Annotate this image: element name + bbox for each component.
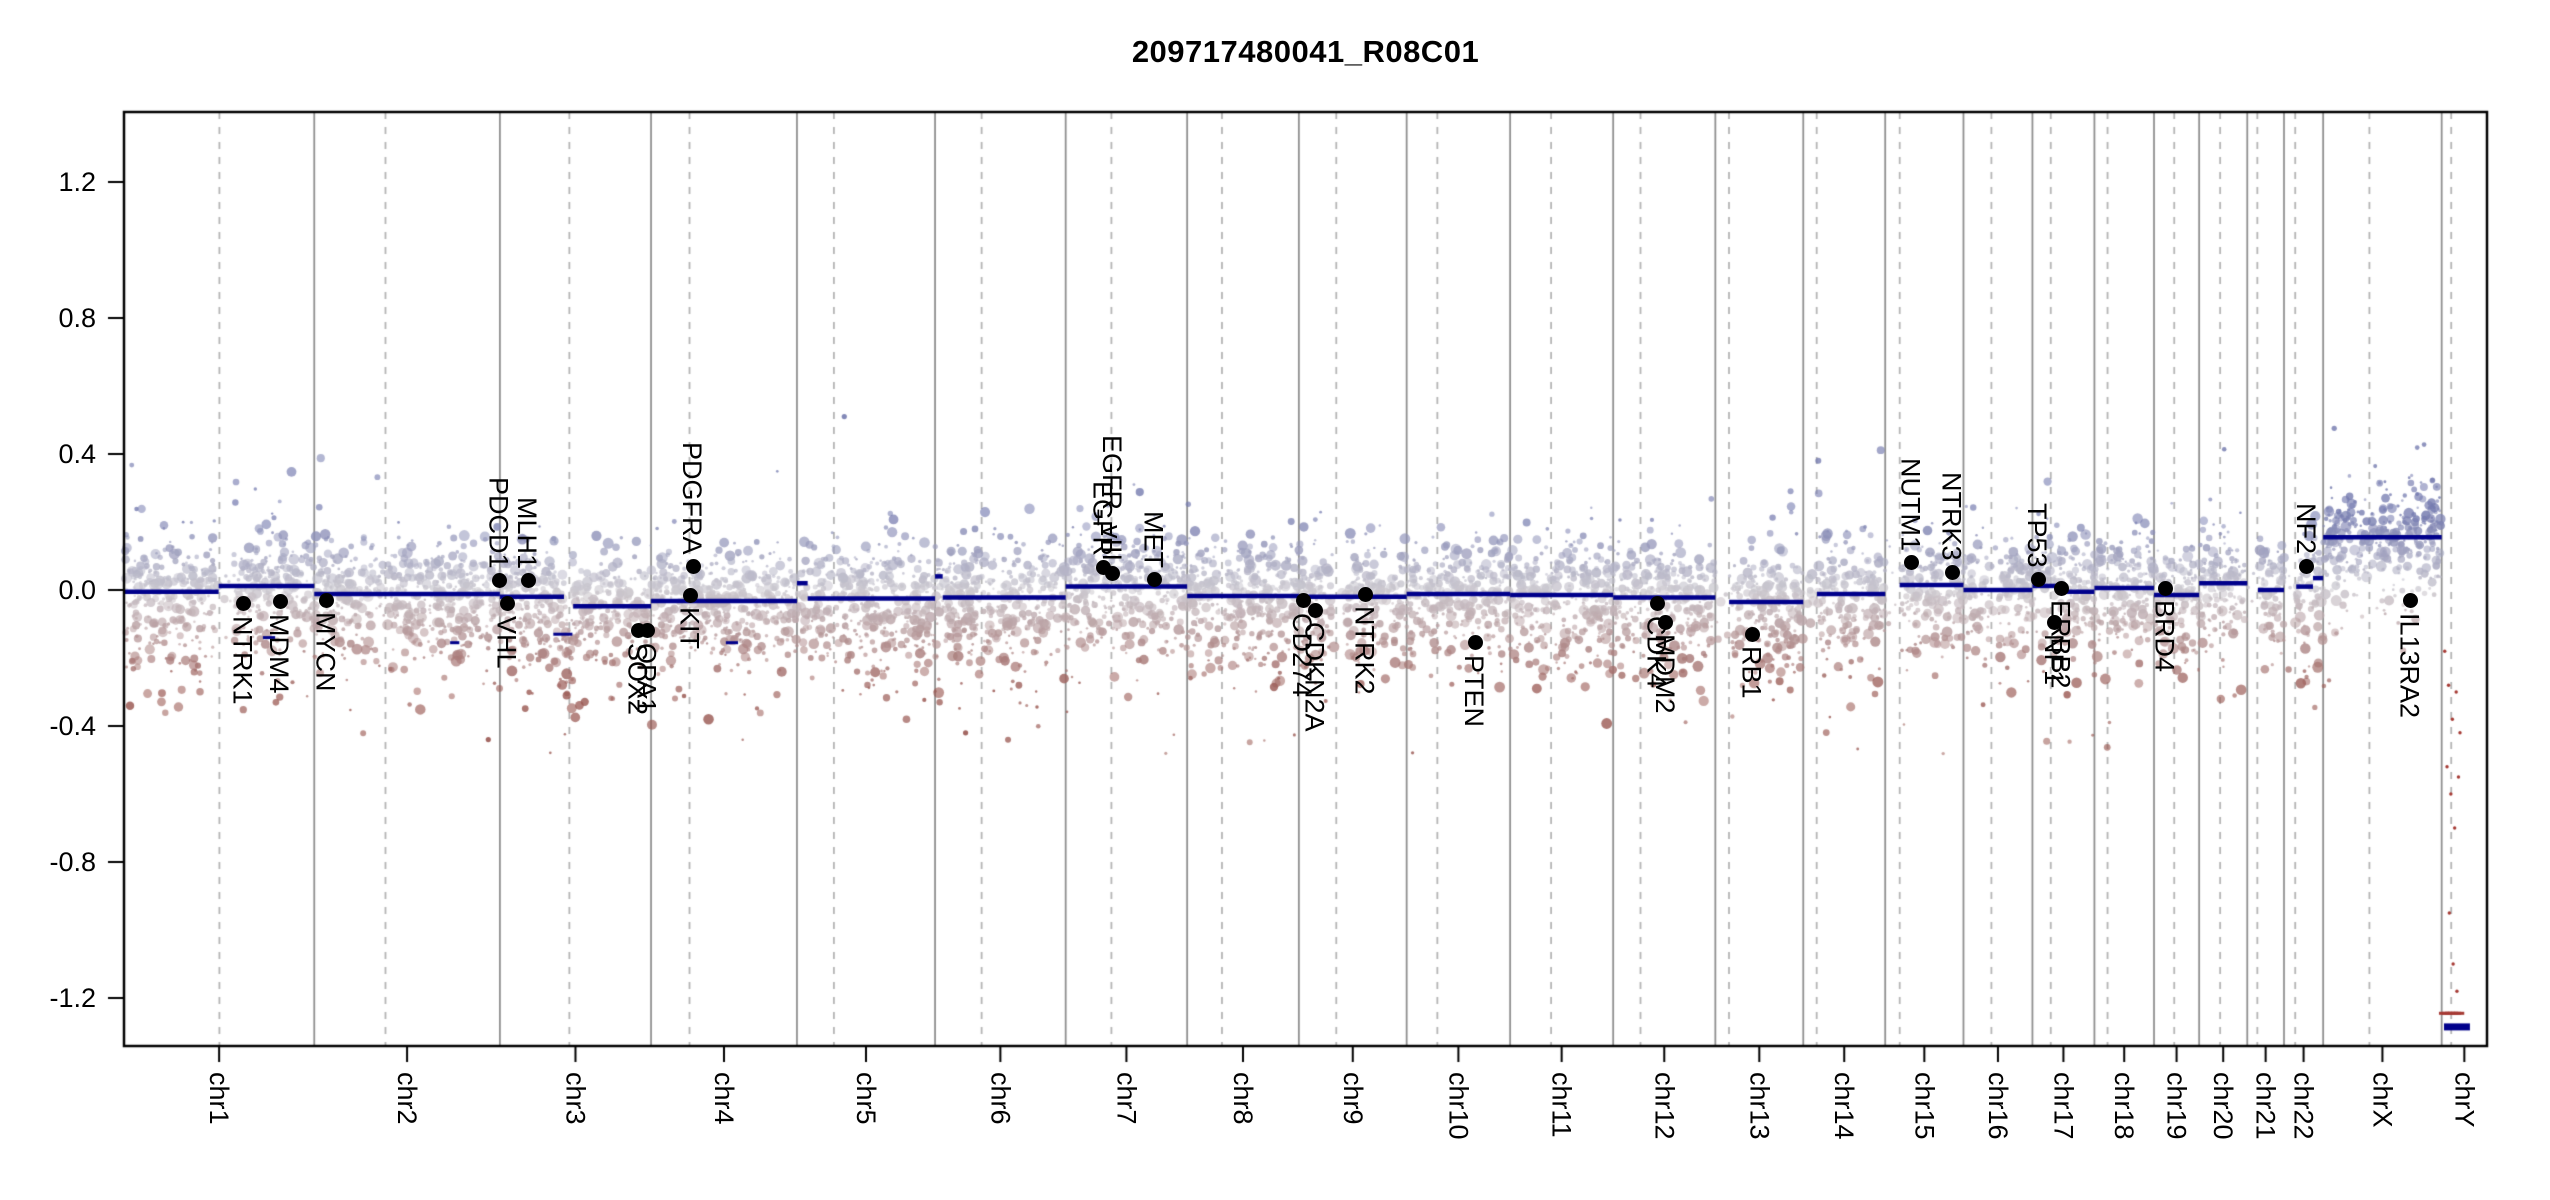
gene-marker-VHL bbox=[500, 596, 516, 612]
y-axis-tick-label: 0.4 bbox=[58, 439, 96, 469]
y-axis-tick-label: 1.2 bbox=[58, 167, 96, 197]
x-axis-label-chr13: chr13 bbox=[1744, 1072, 1775, 1140]
x-axis-label-chr18: chr18 bbox=[2109, 1072, 2140, 1140]
gene-label-RB1: RB1 bbox=[1736, 646, 1767, 699]
gene-label-MDM4: MDM4 bbox=[264, 613, 295, 694]
gene-label-SOX2: SOX2 bbox=[622, 642, 653, 715]
gene-label-NF1: NF1 bbox=[2038, 634, 2069, 686]
gene-label-BRD4: BRD4 bbox=[2149, 600, 2180, 673]
gene-marker-PDGFRA bbox=[685, 559, 701, 575]
gene-marker-MET bbox=[1146, 572, 1162, 588]
gene-label-MLH1: MLH1 bbox=[512, 496, 543, 569]
gene-marker-NF2 bbox=[2299, 558, 2315, 574]
gene-marker-OPA1 bbox=[639, 623, 655, 639]
gene-marker-CD274 bbox=[1295, 593, 1311, 609]
x-axis-label-chr9: chr9 bbox=[1337, 1072, 1368, 1125]
gene-label-PDCD1: PDCD1 bbox=[483, 477, 514, 569]
gene-marker-NTRK3 bbox=[1945, 564, 1961, 580]
x-axis-label-chr5: chr5 bbox=[851, 1072, 881, 1125]
gene-label-NUTM1: NUTM1 bbox=[1895, 457, 1926, 551]
gene-marker-NTRK2 bbox=[1358, 586, 1374, 602]
gene-label-ERBB2: ERBB2 bbox=[2045, 600, 2076, 689]
y-axis-tick-label: 0.8 bbox=[58, 303, 96, 333]
x-axis-label-chr3: chr3 bbox=[560, 1072, 591, 1125]
x-axis-label-chr15: chr15 bbox=[1909, 1072, 1940, 1140]
x-axis-label-chr11: chr11 bbox=[1546, 1072, 1577, 1138]
x-axis-label-chr12: chr12 bbox=[1649, 1072, 1680, 1140]
x-axis-label-chr8: chr8 bbox=[1228, 1072, 1259, 1125]
x-axis-label-chr2: chr2 bbox=[392, 1072, 423, 1125]
x-axis-label-chr1: chr1 bbox=[204, 1072, 235, 1125]
gene-marker-NUTM1 bbox=[1904, 555, 1920, 571]
gene-marker-ERBB2 bbox=[2053, 580, 2069, 596]
x-axis-label-chr16: chr16 bbox=[1982, 1072, 2013, 1140]
gene-label-VHL: VHL bbox=[491, 615, 522, 669]
gene-marker-PTEN bbox=[1467, 635, 1483, 651]
gene-marker-MYCN bbox=[319, 592, 335, 608]
plot-title: 209717480041_R08C01 bbox=[1131, 34, 1480, 69]
gene-marker-PDCD1 bbox=[491, 573, 507, 589]
gene-label-CD274: CD274 bbox=[1287, 612, 1318, 697]
gene-marker-EGFR_vIII bbox=[1105, 565, 1121, 581]
x-axis-label-chr17: chr17 bbox=[2048, 1072, 2079, 1140]
gene-label-NF2: NF2 bbox=[2290, 503, 2321, 555]
x-axis-label-chrX: chrX bbox=[2367, 1072, 2398, 1128]
x-axis-label-chr10: chr10 bbox=[1443, 1072, 1474, 1140]
gene-marker-RB1 bbox=[1745, 626, 1761, 642]
gene-label-EGFR_vIII: EGFR_vIII bbox=[1096, 434, 1127, 561]
gene-marker-MDM2 bbox=[1658, 614, 1674, 630]
x-axis-label-chr21: chr21 bbox=[2250, 1072, 2281, 1140]
x-axis-label-chr6: chr6 bbox=[985, 1072, 1016, 1125]
gene-label-MYCN: MYCN bbox=[310, 612, 341, 692]
gene-label-CDKN2A: CDKN2A bbox=[1299, 622, 1330, 732]
gene-marker-BRD4 bbox=[2158, 580, 2174, 596]
x-axis-label-chr20: chr20 bbox=[2208, 1072, 2239, 1140]
gene-label-PTEN: PTEN bbox=[1459, 654, 1490, 727]
gene-label-EGFR: EGFR bbox=[1087, 480, 1118, 556]
x-axis-label-chrY: chrY bbox=[2449, 1072, 2480, 1128]
gene-marker-TP53 bbox=[2030, 572, 2046, 588]
y-axis-tick-label: -1.2 bbox=[49, 983, 96, 1013]
x-axis-label-chr19: chr19 bbox=[2161, 1072, 2192, 1140]
gene-label-KIT: KIT bbox=[674, 607, 705, 650]
y-axis-tick-label: -0.8 bbox=[49, 847, 96, 877]
gene-label-PDGFRA: PDGFRA bbox=[677, 442, 708, 555]
gene-marker-NF1 bbox=[2047, 614, 2063, 630]
gene-label-IL13RA2: IL13RA2 bbox=[2394, 612, 2425, 718]
gene-marker-IL13RA2 bbox=[2402, 593, 2418, 609]
gene-label-TP53: TP53 bbox=[2022, 503, 2053, 568]
gene-marker-MLH1 bbox=[520, 573, 536, 589]
y-axis-tick-label: 0.0 bbox=[58, 575, 96, 605]
gene-label-NTRK3: NTRK3 bbox=[1936, 471, 1967, 561]
gene-marker-CDK4 bbox=[1650, 596, 1666, 612]
gene-label-NTRK1: NTRK1 bbox=[227, 615, 258, 705]
gene-marker-KIT bbox=[682, 587, 698, 603]
gene-label-OPA1: OPA1 bbox=[631, 642, 662, 713]
x-axis-label-chr7: chr7 bbox=[1111, 1072, 1142, 1125]
x-axis-label-chr22: chr22 bbox=[2288, 1072, 2319, 1140]
y-axis-tick-label: -0.4 bbox=[49, 711, 96, 741]
gene-label-NTRK2: NTRK2 bbox=[1349, 606, 1380, 695]
gene-label-MDM2: MDM2 bbox=[1649, 634, 1680, 714]
x-axis-label-chr4: chr4 bbox=[709, 1072, 739, 1125]
x-axis-label-chr14: chr14 bbox=[1829, 1072, 1860, 1140]
gene-marker-NTRK1 bbox=[236, 596, 252, 612]
gene-marker-MDM4 bbox=[272, 594, 288, 610]
gene-marker-CDKN2A bbox=[1308, 602, 1324, 618]
gene-label-MET: MET bbox=[1138, 510, 1169, 568]
